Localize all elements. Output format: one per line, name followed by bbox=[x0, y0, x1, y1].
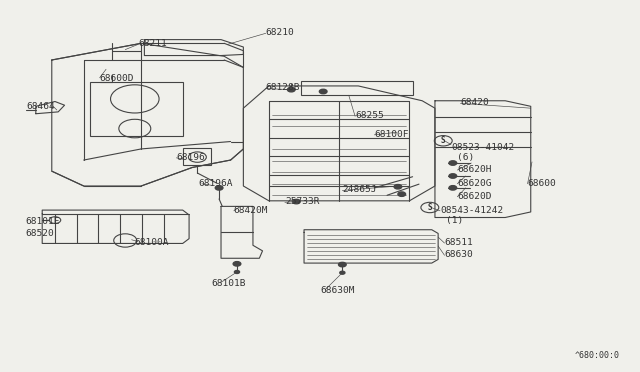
Text: 68101E: 68101E bbox=[25, 217, 60, 226]
Text: 08523-41042: 08523-41042 bbox=[451, 142, 514, 151]
Circle shape bbox=[340, 271, 345, 274]
Text: 68100A: 68100A bbox=[135, 238, 170, 247]
Text: 68420: 68420 bbox=[461, 98, 489, 107]
Text: 68600: 68600 bbox=[527, 179, 556, 187]
Circle shape bbox=[394, 185, 402, 189]
Text: ^680:00:0: ^680:00:0 bbox=[575, 351, 620, 360]
Text: 68600D: 68600D bbox=[100, 74, 134, 83]
Circle shape bbox=[287, 87, 295, 92]
Text: 68620H: 68620H bbox=[458, 165, 492, 174]
Text: 68520: 68520 bbox=[25, 228, 54, 238]
Bar bbox=[301, 81, 413, 95]
Circle shape bbox=[234, 270, 239, 273]
Text: 25733R: 25733R bbox=[285, 197, 319, 206]
Text: 68511: 68511 bbox=[445, 238, 473, 247]
Bar bbox=[90, 82, 182, 136]
Text: 68100F: 68100F bbox=[374, 129, 409, 139]
Text: 68420M: 68420M bbox=[234, 206, 268, 215]
Text: 68464: 68464 bbox=[26, 102, 55, 111]
Text: (6): (6) bbox=[458, 153, 474, 161]
Text: (1): (1) bbox=[447, 216, 464, 225]
Text: 68630: 68630 bbox=[445, 250, 473, 259]
Circle shape bbox=[449, 161, 457, 165]
Bar bbox=[182, 148, 211, 164]
Text: 68210: 68210 bbox=[266, 28, 294, 37]
Text: 68211: 68211 bbox=[138, 39, 167, 48]
Text: 68196A: 68196A bbox=[198, 179, 233, 187]
Circle shape bbox=[233, 262, 241, 266]
Circle shape bbox=[215, 186, 223, 190]
Text: 68101B: 68101B bbox=[211, 279, 246, 288]
Text: S: S bbox=[441, 136, 445, 145]
Text: 24865J: 24865J bbox=[342, 185, 377, 194]
Circle shape bbox=[398, 192, 406, 196]
Circle shape bbox=[339, 262, 346, 267]
Text: 68255: 68255 bbox=[355, 111, 384, 120]
Text: 68630M: 68630M bbox=[320, 286, 355, 295]
Circle shape bbox=[292, 199, 300, 204]
Circle shape bbox=[449, 186, 457, 190]
Text: 68128B: 68128B bbox=[266, 83, 300, 92]
Text: 08543-41242: 08543-41242 bbox=[440, 206, 503, 215]
Circle shape bbox=[319, 89, 327, 94]
Text: 68196: 68196 bbox=[176, 153, 205, 161]
Text: 68620G: 68620G bbox=[458, 179, 492, 187]
Text: S: S bbox=[428, 203, 432, 212]
Text: 68620D: 68620D bbox=[458, 192, 492, 201]
Circle shape bbox=[449, 174, 457, 178]
